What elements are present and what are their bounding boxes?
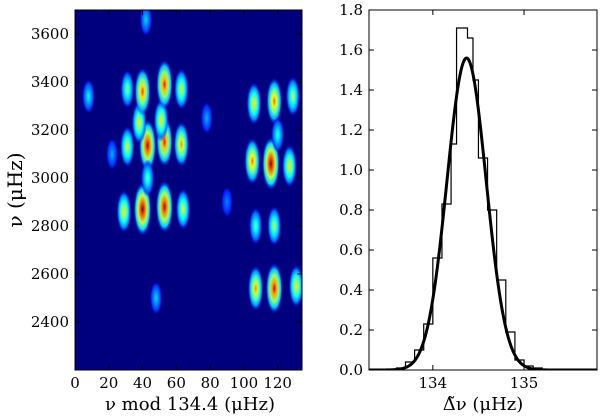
heatmap-peak	[200, 102, 213, 134]
histogram-frame	[368, 9, 598, 371]
histogram-y-tick-label: 0.4	[339, 281, 363, 299]
histogram-x-tick-label: 134	[419, 374, 448, 392]
heatmap-peak	[271, 116, 285, 153]
histogram-y-tick-label: 0.8	[339, 201, 363, 219]
heatmap-y-tick-label: 2600	[31, 265, 69, 283]
heatmap-x-tick-label: 0	[70, 374, 80, 392]
heatmap-y-tick-label: 3000	[31, 169, 69, 187]
heatmap-peaks	[82, 10, 302, 315]
heatmap-peak	[285, 76, 300, 117]
echelle-heatmap-panel: 0 20 40 60 80 100 120 2400 2600 2800 3000 3200 3400…	[3, 9, 303, 415]
heatmap-y-tick-label: 3200	[31, 121, 69, 139]
histogram-y-tick-label: 0.2	[339, 321, 363, 339]
heatmap-y-tick-label: 2800	[31, 217, 69, 235]
heatmap-x-tick-label: 60	[167, 374, 186, 392]
heatmap-peak	[288, 264, 302, 308]
heatmap-peak	[106, 138, 118, 170]
heatmap-y-label: ν (μHz)	[3, 152, 27, 227]
heatmap-y-tick-label: 2400	[31, 313, 69, 331]
gaussian-fit-curve	[369, 56, 597, 370]
heatmap-x-tick-label: 20	[99, 374, 118, 392]
histogram-steps	[395, 27, 543, 370]
heatmap-x-label: ν mod 134.4 (μHz)	[105, 394, 275, 415]
heatmap-x-tick-label: 80	[201, 374, 220, 392]
heatmap-peak	[265, 262, 283, 314]
heatmap-x-tick-label: 120	[263, 374, 292, 392]
heatmap-peak	[120, 69, 135, 109]
heatmap-y-ticks: 2400 2600 2800 3000 3200 3400 3600	[31, 25, 302, 331]
heatmap-background	[75, 10, 302, 370]
heatmap-frame	[74, 9, 303, 371]
heatmap-peak	[120, 126, 135, 168]
histogram-background	[369, 10, 597, 370]
histogram-x-tick-label: 135	[510, 374, 539, 392]
histogram-panel: 134 135 0.0 0.2 0.4 0.6 0.8 1.0 1.2 1.4 1.6 1.8 Δ̃…	[339, 1, 598, 415]
heatmap-peak	[82, 79, 95, 114]
heatmap-peak	[139, 10, 152, 37]
histogram-x-label: Δ̃ν (μHz)	[443, 394, 524, 415]
heatmap-peak	[249, 207, 263, 245]
heatmap-peak	[282, 144, 297, 188]
heatmap-y-tick-label: 3600	[31, 25, 69, 43]
heatmap-peak	[116, 190, 132, 234]
heatmap-x-ticks: 0 20 40 60 80 100 120	[70, 10, 292, 392]
heatmap-peak	[267, 206, 282, 246]
histogram-y-tick-label: 0.6	[339, 241, 363, 259]
heatmap-peak	[266, 77, 283, 125]
heatmap-x-tick-label: 100	[230, 374, 259, 392]
heatmap-y-tick-label: 3400	[31, 73, 69, 91]
histogram-x-ticks: 134 135	[419, 10, 539, 392]
heatmap-x-tick-label: 40	[133, 374, 152, 392]
heatmap-peak	[221, 186, 233, 218]
heatmap-peak	[246, 82, 262, 125]
heatmap-peak	[247, 265, 264, 312]
heatmap-peak	[150, 281, 163, 315]
histogram-y-tick-label: 1.8	[339, 1, 363, 19]
heatmap-peak	[175, 188, 191, 230]
heatmap-peak	[155, 180, 174, 234]
histogram-y-tick-label: 0.0	[339, 361, 363, 379]
heatmap-peak	[141, 159, 155, 197]
heatmap-peak	[173, 121, 190, 168]
histogram-y-tick-label: 1.0	[339, 161, 363, 179]
histogram-y-tick-label: 1.4	[339, 81, 363, 99]
heatmap-peak	[156, 59, 173, 110]
heatmap-peak	[153, 99, 169, 142]
heatmap-peak	[244, 137, 261, 185]
heatmap-peak	[174, 68, 189, 110]
histogram-y-tick-label: 1.2	[339, 121, 363, 139]
histogram-y-tick-label: 1.6	[339, 41, 363, 59]
histogram-y-ticks: 0.0 0.2 0.4 0.6 0.8 1.0 1.2 1.4 1.6 1.8	[339, 1, 597, 379]
heatmap-peak	[134, 67, 151, 116]
